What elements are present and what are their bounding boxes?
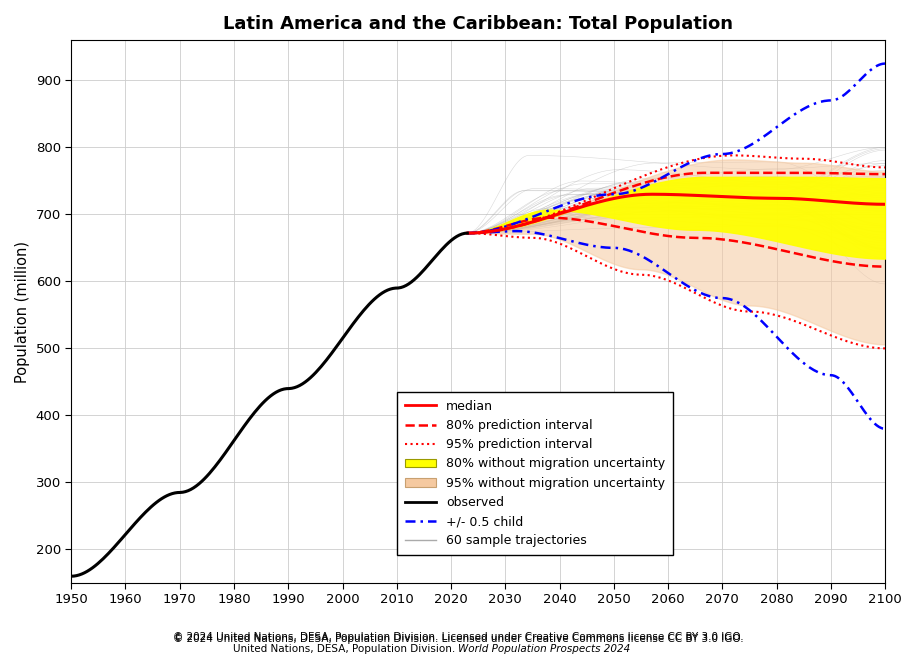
Title: Latin America and the Caribbean: Total Population: Latin America and the Caribbean: Total P… bbox=[223, 15, 734, 33]
Y-axis label: Population (million): Population (million) bbox=[15, 241, 30, 383]
Text: © 2024 United Nations, DESA, Population Division. Licensed under Creative Common: © 2024 United Nations, DESA, Population … bbox=[173, 633, 744, 642]
Legend: median, 80% prediction interval, 95% prediction interval, 80% without migration : median, 80% prediction interval, 95% pre… bbox=[397, 392, 673, 555]
Text: © 2024 United Nations, DESA, Population Division. Licensed under Creative Common: © 2024 United Nations, DESA, Population … bbox=[173, 635, 744, 644]
Text: World Population Prospects 2024: World Population Prospects 2024 bbox=[458, 644, 631, 654]
Text: United Nations, DESA, Population Division.: United Nations, DESA, Population Divisio… bbox=[233, 644, 458, 654]
